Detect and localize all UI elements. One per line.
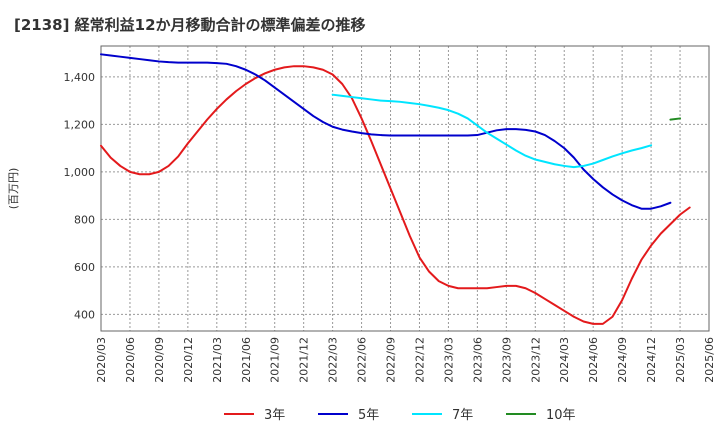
plot-border [100, 45, 710, 332]
x-tick-label: 2021/06 [240, 337, 253, 383]
legend-label-3年: 3年 [264, 408, 285, 423]
x-tick-label: 2022/09 [385, 337, 398, 383]
series-line-5年 [100, 53, 672, 210]
x-tick-label: 2022/06 [356, 337, 369, 383]
y-tick-label: 1,400 [64, 71, 96, 84]
y-axis-label: (百万円) [7, 168, 20, 210]
series-line-10年 [669, 117, 682, 121]
legend-layer: 3年 5年 7年 10年 [224, 408, 576, 423]
x-tick-label: 2023/12 [529, 337, 542, 383]
chart-title: [2138] 経常利益12か月移動合計の標準偏差の推移 [14, 16, 366, 34]
legend-label-7年: 7年 [452, 408, 473, 423]
series-line-7年 [331, 93, 653, 169]
x-tick-label: 2022/03 [327, 337, 340, 383]
x-tick-label: 2021/09 [269, 337, 282, 383]
series-line-3年 [100, 65, 691, 325]
x-tick-label: 2022/12 [413, 337, 426, 383]
x-tick-label: 2021/03 [211, 337, 224, 383]
series-layer [100, 53, 691, 325]
legend-label-5年: 5年 [358, 408, 379, 423]
y-tick-label: 1,200 [64, 118, 96, 131]
y-tick-label: 800 [74, 213, 95, 226]
x-tick-label: 2020/09 [153, 337, 166, 383]
x-tick-label: 2024/06 [587, 337, 600, 383]
y-tick-label: 400 [74, 308, 95, 321]
x-tick-label: 2025/03 [674, 337, 687, 383]
x-tick-label: 2020/03 [95, 337, 108, 383]
y-tick-label: 600 [74, 261, 95, 274]
grid-layer [100, 46, 710, 331]
x-tick-label: 2024/12 [645, 337, 658, 383]
x-tick-label: 2024/09 [616, 337, 629, 383]
x-tick-label: 2024/03 [558, 337, 571, 383]
x-tick-label: 2025/06 [703, 337, 716, 383]
x-tick-label: 2023/06 [471, 337, 484, 383]
y-tick-label: 1,000 [64, 166, 96, 179]
x-tick-label: 2023/03 [442, 337, 455, 383]
x-tick-label: 2021/12 [298, 337, 311, 383]
legend-label-10年: 10年 [546, 408, 576, 423]
x-tick-label: 2020/06 [124, 337, 137, 383]
x-tick-label: 2020/12 [182, 337, 195, 383]
x-tick-label: 2023/09 [500, 337, 513, 383]
axis-layer: 400 600 800 1,000 1,200 1,400 2020/03 2020/06 20… [7, 45, 716, 383]
